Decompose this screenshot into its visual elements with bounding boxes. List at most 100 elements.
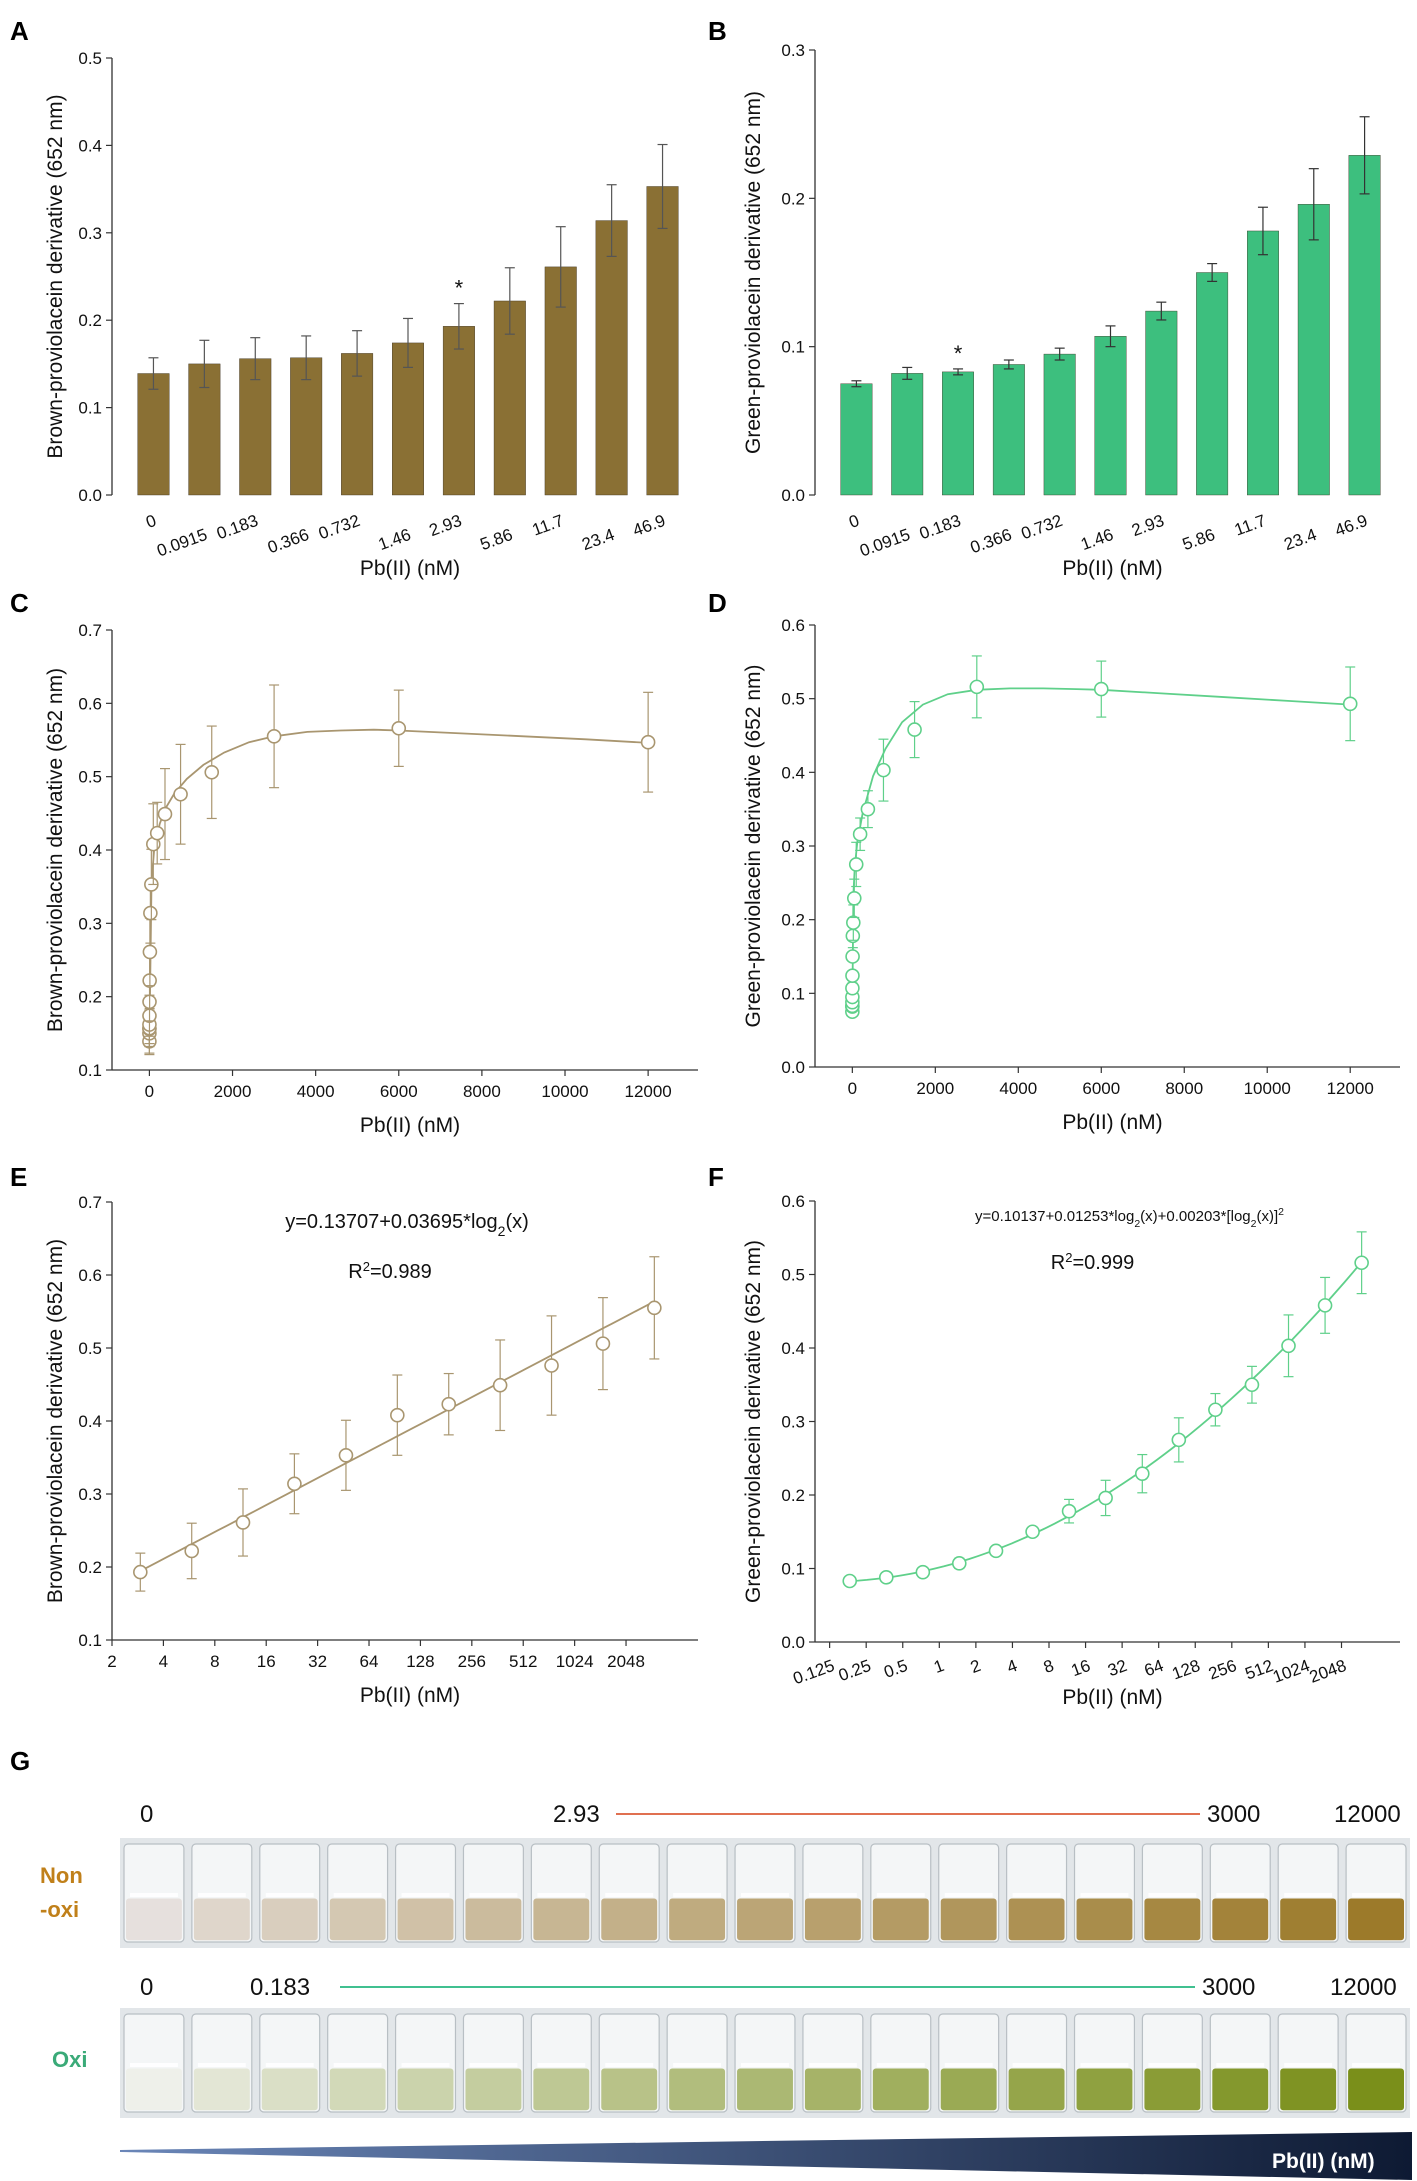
chart-d-x-tick-label: 10000: [1244, 1079, 1291, 1098]
chart-f-data-point: [1025, 1524, 1040, 1540]
chart-d-fit-curve: [851, 687, 1351, 1012]
nonoxi-meniscus: [333, 1893, 382, 1897]
chart-f-y-tick-label: 0.1: [781, 1560, 805, 1579]
panel-g: G 0 2.93 3000 12000 Non -oxi 0 0.183 300…: [10, 1746, 1412, 2180]
chart-e-data-point: [441, 1396, 457, 1412]
nonoxi-meniscus: [1216, 1893, 1265, 1897]
chart-d-data-point: [876, 762, 891, 778]
nonoxi-threshold-label: 2.93: [553, 1801, 600, 1828]
chart-e-y-tick-label: 0.4: [78, 1412, 102, 1431]
chart-d-panel-label: D: [708, 588, 727, 618]
chart-e-y-tick-label: 0.6: [78, 1266, 102, 1285]
chart-b-bar: [1043, 353, 1076, 496]
chart-c-data-point: [143, 905, 158, 921]
chart-a-x-tick-label: 1.46: [376, 525, 414, 554]
chart-b-y-axis-label: Green-proviolacein derivative (652 nm): [742, 91, 765, 454]
panel-a: A 0.0 0.1 0.2 0.3 0.4 0.5 Brown-proviolacein de…: [10, 16, 679, 580]
nonoxi-liquid: [261, 1898, 318, 1941]
panel-c: C 0.1 0.2 0.3 0.4 0.5 0.6 0.7 Brown-proviolacein…: [10, 588, 698, 1137]
nonoxi-vial-row: [120, 1838, 1410, 1948]
chart-a-bar: [137, 373, 170, 496]
nonoxi-liquid: [1280, 1898, 1337, 1941]
chart-b-bar: [1196, 272, 1229, 496]
chart-f-data-point: [1098, 1490, 1113, 1506]
oxi-meniscus: [1012, 2063, 1061, 2067]
chart-f-y-tick-label: 0.3: [781, 1413, 805, 1432]
chart-c-panel-label: C: [10, 588, 29, 618]
chart-d-y-tick-label: 0.3: [781, 837, 805, 856]
chart-f-x-tick-label: 2048: [1307, 1656, 1349, 1687]
chart-a-bar: [290, 357, 323, 496]
nonoxi-liquid: [193, 1898, 250, 1941]
chart-e-x-tick-label: 8: [210, 1652, 219, 1671]
nonoxi-liquid: [397, 1898, 454, 1941]
chart-d-y-tick-label: 0.6: [781, 616, 805, 635]
chart-f-data-point: [915, 1564, 931, 1580]
oxi-threshold-label: 0.183: [250, 1974, 310, 2001]
chart-d-data-point: [907, 722, 922, 737]
concentration-gradient-wedge: [120, 2132, 1412, 2180]
oxi-meniscus: [130, 2063, 178, 2067]
oxi-saturation-label: 3000: [1202, 1974, 1255, 2001]
nonoxi-liquid: [465, 1898, 522, 1941]
chart-b-y-tick-label: 0.1: [781, 338, 805, 357]
chart-e-data-point: [235, 1515, 251, 1530]
chart-e-y-tick-label: 0.2: [78, 1558, 102, 1577]
oxi-liquid: [397, 2068, 454, 2111]
chart-a-x-tick-label: 46.9: [630, 511, 668, 540]
nonoxi-meniscus: [1012, 1893, 1061, 1897]
chart-b-y-tick-label: 0.2: [781, 189, 805, 208]
chart-a-x-tick-label: 11.7: [530, 511, 566, 540]
chart-c-data-point: [149, 825, 165, 841]
oxi-liquid: [872, 2068, 929, 2111]
chart-f-y-tick-label: 0.5: [781, 1266, 805, 1285]
chart-e-x-tick-label: 2: [107, 1652, 116, 1671]
chart-c-x-axis-label: Pb(II) (nM): [360, 1114, 460, 1137]
chart-d-y-tick-label: 0.1: [781, 984, 805, 1003]
chart-c-y-tick-label: 0.1: [78, 1061, 102, 1080]
chart-f-x-axis-label: Pb(II) (nM): [1062, 1686, 1162, 1709]
chart-c-y-tick-label: 0.6: [78, 694, 102, 713]
chart-d-y-tick-label: 0.0: [781, 1058, 805, 1077]
oxi-liquid: [1280, 2068, 1337, 2111]
chart-e-data-point: [647, 1300, 662, 1316]
oxi-meniscus: [1080, 2063, 1129, 2067]
chart-a-bar: [341, 353, 374, 496]
oxi-meniscus: [469, 2063, 518, 2067]
oxi-liquid: [940, 2068, 997, 2111]
nonoxi-label-line2: -oxi: [40, 1897, 79, 1922]
nonoxi-meniscus: [741, 1893, 789, 1897]
chart-a-significance-mark: *: [455, 276, 464, 301]
chart-d-data-point: [969, 679, 985, 695]
oxi-liquid: [1212, 2068, 1269, 2111]
nonoxi-meniscus: [605, 1893, 654, 1897]
chart-b-x-tick-label: 1.46: [1078, 525, 1116, 554]
oxi-liquid: [1008, 2068, 1065, 2111]
chart-a-y-tick-label: 0.3: [78, 224, 102, 243]
oxi-liquid: [1348, 2068, 1404, 2111]
nonoxi-liquid: [126, 1898, 182, 1941]
chart-e-data-point: [133, 1564, 148, 1580]
oxi-liquid: [329, 2068, 386, 2111]
nonoxi-label-line1: Non: [40, 1863, 83, 1888]
chart-d-data-point: [852, 826, 868, 842]
oxi-meniscus: [741, 2063, 789, 2067]
nonoxi-liquid: [1076, 1898, 1133, 1941]
nonoxi-liquid: [1348, 1898, 1404, 1941]
nonoxi-meniscus: [1352, 1893, 1400, 1897]
chart-d-data-point: [1093, 681, 1109, 697]
chart-e-y-axis-label: Brown-proviolacein derivative (652 nm): [44, 1239, 67, 1603]
nonoxi-liquid: [601, 1898, 658, 1941]
chart-d-data-point: [848, 857, 864, 872]
chart-c-x-tick-label: 12000: [624, 1082, 671, 1101]
chart-d-x-tick-label: 8000: [1165, 1079, 1203, 1098]
chart-a-bar: [595, 220, 628, 496]
chart-f-data-point: [842, 1573, 858, 1589]
chart-c-y-tick-label: 0.2: [78, 988, 102, 1007]
chart-e-x-tick-label: 32: [308, 1652, 327, 1671]
chart-f-y-tick-label: 0.6: [781, 1192, 805, 1211]
nonoxi-meniscus: [1080, 1893, 1129, 1897]
chart-b-x-tick-label: 0.0915: [857, 525, 912, 561]
chart-e-data-point: [390, 1407, 405, 1423]
chart-c-x-tick-label: 4000: [297, 1082, 335, 1101]
